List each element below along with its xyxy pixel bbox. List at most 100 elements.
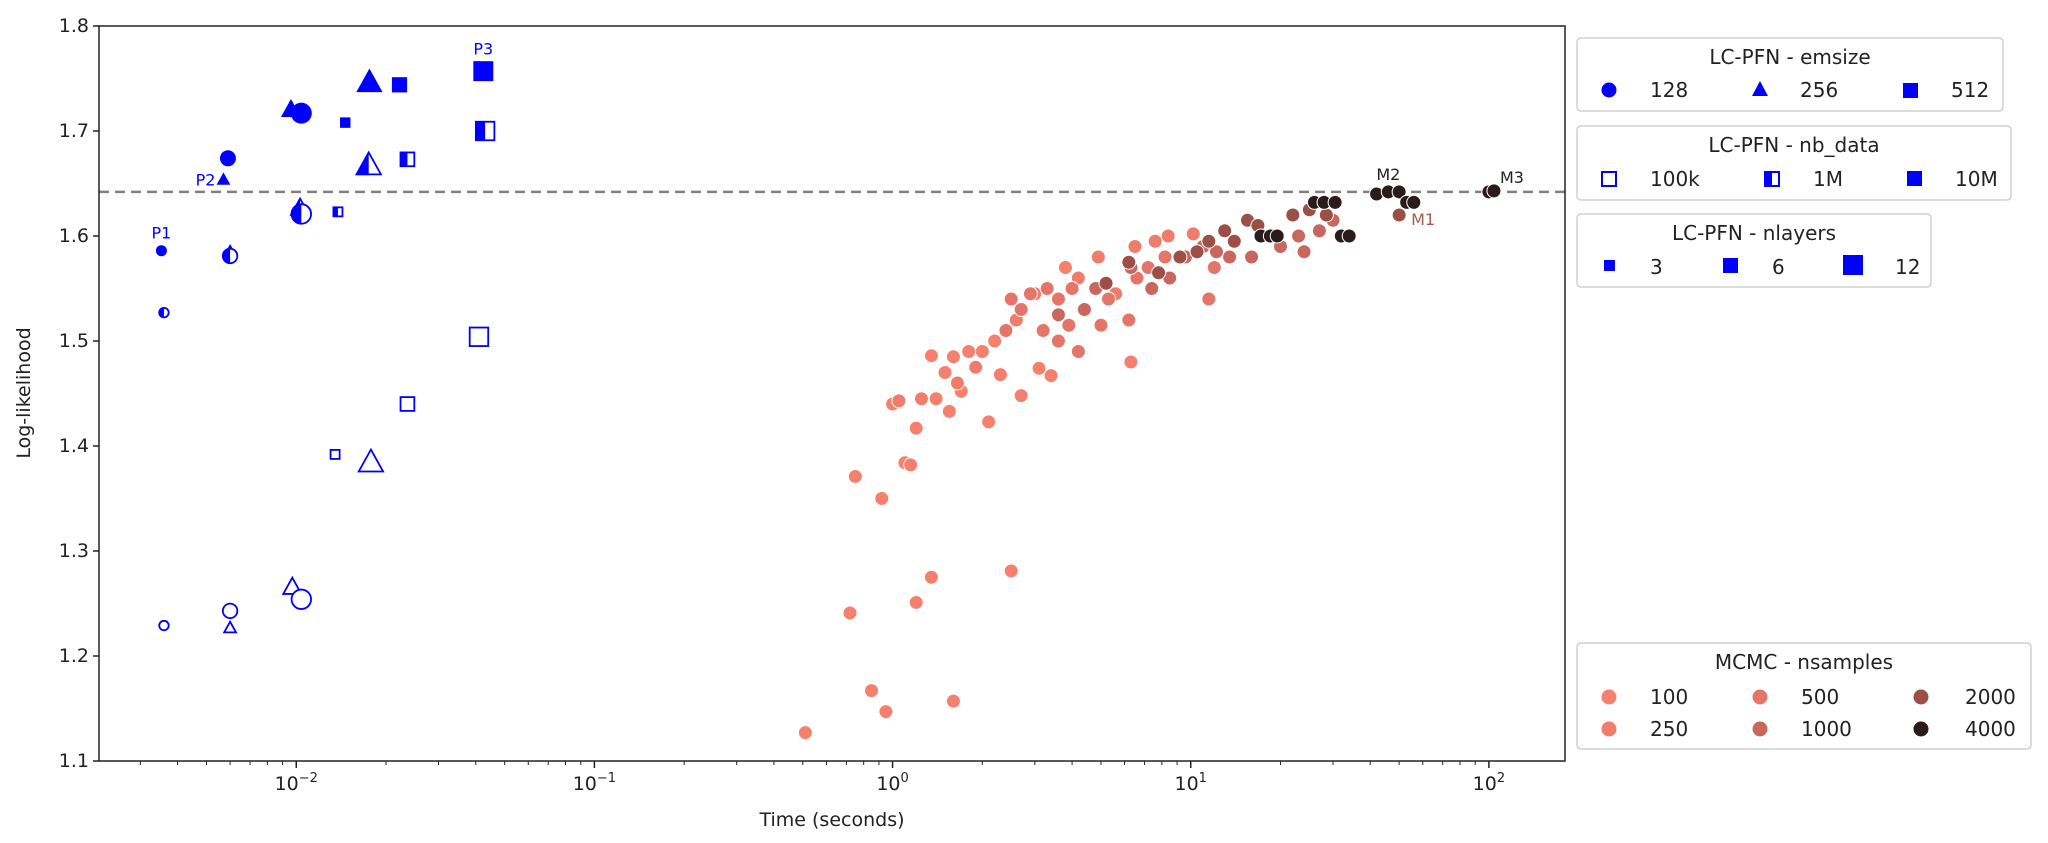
legend-triangle-marker — [1752, 81, 1768, 96]
mcmc-point-1000 — [1208, 244, 1224, 260]
mcmc-point-100 — [923, 569, 939, 585]
y-tick-label: 1.7 — [59, 120, 89, 142]
mcmc-point-250 — [913, 391, 929, 407]
mcmc-point-100 — [961, 344, 977, 359]
mcmc-point-100 — [937, 365, 953, 380]
mcmc-point-500 — [1206, 260, 1222, 275]
mcmc-point-4000 — [1327, 194, 1343, 210]
y-tick-label: 1.8 — [59, 15, 89, 37]
mcmc-point-100 — [945, 349, 961, 365]
lcpfn-triangle-10M — [216, 172, 231, 185]
annotation-M2: M2 — [1376, 165, 1400, 184]
plot-marks: P1 P2 P3 M1 M2 M3 — [99, 40, 1565, 741]
legend-emsize-label: 512 — [1951, 78, 1989, 102]
x-tick-label: 102 — [1473, 771, 1505, 795]
y-axis-label: Log-likelihood — [13, 327, 35, 458]
mcmc-point-100 — [1003, 563, 1019, 579]
mcmc-point-250 — [968, 359, 984, 375]
y-tick-label: 1.1 — [59, 750, 89, 772]
mcmc-point-100 — [1013, 388, 1029, 404]
legend-nlayers-title: LC-PFN - nlayers — [1672, 221, 1836, 245]
mcmc-point-1000 — [1050, 307, 1066, 323]
legend-mcmc-marker — [1913, 689, 1929, 705]
mcmc-point-250 — [1090, 249, 1106, 265]
mcmc-point-100 — [981, 414, 997, 430]
legend-circle-marker — [1601, 82, 1617, 98]
y-tick-label: 1.6 — [59, 225, 89, 247]
mcmc-point-100 — [874, 491, 890, 506]
mcmc-point-500 — [1101, 291, 1117, 307]
legend-nlayers: LC-PFN - nlayers 3 6 12 — [1576, 213, 1932, 288]
mcmc-point-4000 — [1269, 228, 1285, 244]
mcmc-point-100 — [864, 683, 880, 699]
mcmc-point-100 — [842, 605, 858, 621]
mcmc-point-500 — [1157, 249, 1173, 265]
x-tick-label: 10−2 — [275, 771, 318, 795]
annotation-M1: M1 — [1411, 210, 1435, 229]
lcpfn-square-10M — [391, 77, 408, 93]
mcmc-point-100 — [1031, 360, 1047, 376]
point-label-P2: P2 — [196, 170, 216, 189]
lcpfn-square-100k — [399, 396, 416, 412]
mcmc-point-500 — [1003, 291, 1019, 307]
mcmc-point-1000 — [1311, 223, 1327, 239]
legend-emsize-label: 128 — [1650, 78, 1688, 102]
mcmc-point-500 — [998, 323, 1014, 338]
legend-open-square-marker — [1601, 171, 1617, 187]
legend-mcmc-label: 250 — [1650, 717, 1688, 741]
mcmc-point-4000 — [1406, 194, 1422, 210]
lcpfn-square-10M — [340, 117, 351, 128]
lcpfn-square-1M-fill — [399, 151, 408, 167]
annotation-M3: M3 — [1500, 168, 1524, 187]
lcpfn-circle-100k — [221, 602, 239, 619]
lcpfn-circle-1M-fill — [290, 203, 302, 225]
legend-medium-square-marker — [1723, 258, 1738, 273]
mcmc-point-2000 — [1318, 207, 1334, 223]
mcmc-point-100 — [903, 457, 919, 473]
mcmc-point-500 — [1064, 281, 1080, 296]
mcmc-point-1000 — [1296, 244, 1312, 260]
x-tick-label: 101 — [1174, 771, 1206, 795]
mcmc-point-4000 — [1341, 228, 1357, 244]
lcpfn-square-1M-fill — [332, 206, 338, 218]
legend-mcmc-marker — [1752, 721, 1768, 737]
legend-nlayers-label: 12 — [1895, 255, 1920, 279]
mcmc-point-100 — [1123, 354, 1139, 370]
mcmc-point-2000 — [1201, 233, 1217, 249]
legend-full-square-marker — [1907, 171, 1922, 186]
mcmc-point-250 — [1160, 228, 1176, 244]
legend-half-fill — [1765, 172, 1772, 186]
lcpfn-triangle-1M-fill — [355, 151, 369, 176]
mcmc-point-1000 — [1222, 249, 1238, 265]
mcmc-point-2000 — [1151, 265, 1167, 281]
y-tick-label: 1.3 — [59, 540, 89, 562]
legend-mcmc-marker — [1913, 721, 1929, 737]
legend-nlayers-label: 6 — [1772, 255, 1785, 279]
lcpfn-circle-1M-fill — [158, 307, 164, 319]
legend-mcmc-marker — [1601, 721, 1617, 737]
mcmc-point-2000 — [1098, 275, 1114, 291]
y-tick-label: 1.5 — [59, 330, 89, 352]
legend-square-marker — [1903, 83, 1918, 98]
mcmc-point-100 — [1057, 260, 1073, 275]
mcmc-point-100 — [974, 344, 990, 359]
legend-nlayers-label: 3 — [1650, 255, 1663, 279]
legend-emsize-title: LC-PFN - emsize — [1709, 45, 1870, 69]
mcmc-point-2000 — [1226, 233, 1242, 249]
y-tick-label: 1.2 — [59, 645, 89, 667]
lcpfn-circle-100k — [158, 619, 170, 632]
mcmc-point-2000 — [1285, 207, 1301, 223]
mcmc-point-500 — [1093, 317, 1109, 333]
mcmc-point-500 — [1035, 323, 1051, 338]
lcpfn-circle-100k — [290, 588, 312, 610]
mcmc-point-100 — [928, 391, 944, 407]
legend-large-square-marker — [1843, 255, 1863, 275]
mcmc-point-250 — [1127, 239, 1143, 254]
mcmc-point-500 — [1050, 291, 1066, 307]
mcmc-point-100 — [1043, 368, 1059, 384]
mcmc-point-100 — [992, 367, 1008, 383]
legend-nb-data-label: 10M — [1955, 167, 1998, 191]
mcmc-point-1000 — [1076, 302, 1092, 317]
mcmc-point-2000 — [1391, 207, 1407, 223]
